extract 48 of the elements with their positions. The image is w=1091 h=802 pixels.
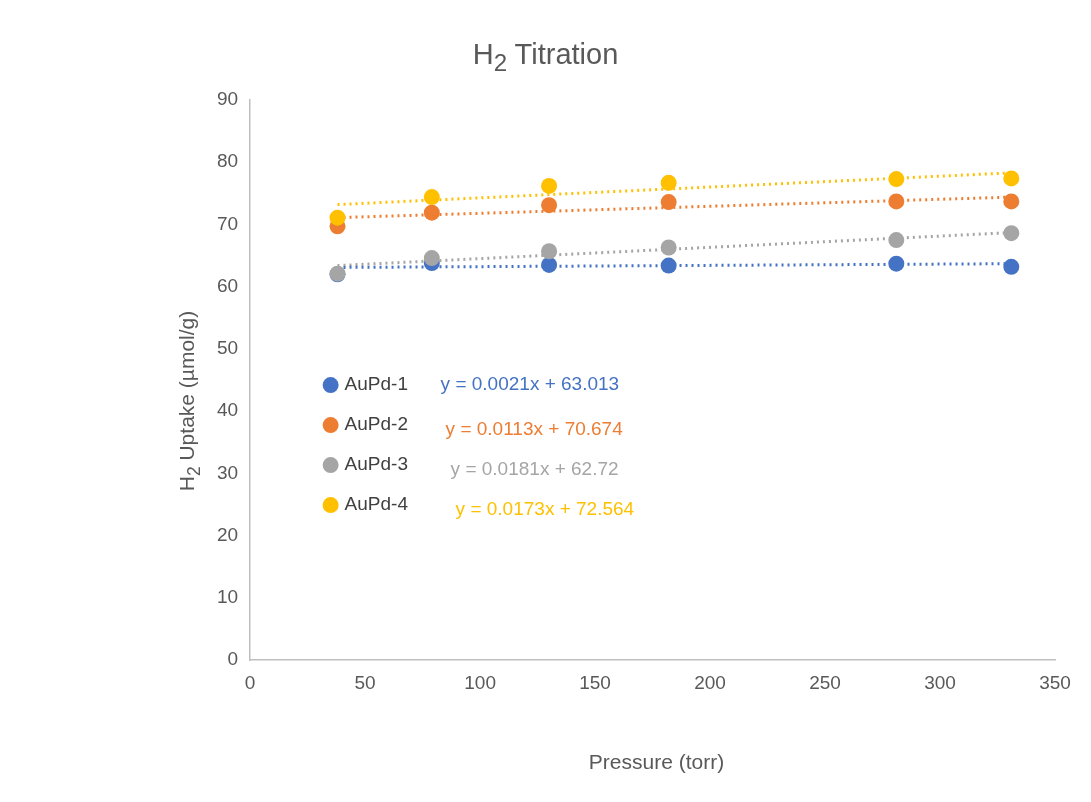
point [660, 174, 677, 191]
point [1003, 170, 1020, 187]
chart-title: H$_{2}$ Titration [471, 38, 620, 77]
point [541, 177, 558, 194]
y-tick-label: 0 [227, 648, 239, 670]
x-tick-label: 350 [1039, 671, 1071, 693]
y-tick-label: 70 [216, 212, 239, 234]
point [541, 243, 558, 260]
y-tick-label: 90 [216, 88, 239, 110]
legend-label: AuPd-2 [344, 413, 408, 435]
point [1003, 225, 1020, 242]
x-tick-label: 0 [244, 671, 256, 693]
x-tick-label: 250 [809, 671, 841, 693]
x-tick-label: 200 [694, 671, 726, 693]
point [541, 197, 558, 214]
annotation: y = 0.0173x + 72.564 [455, 498, 635, 520]
legend-label: AuPd-1 [344, 373, 408, 395]
point [329, 209, 346, 226]
point [660, 239, 677, 256]
x-tick-label: 300 [924, 671, 956, 693]
point [1003, 258, 1020, 275]
annotation: y = 0.0181x + 62.72 [450, 458, 619, 480]
point [888, 193, 905, 210]
annotation: y = 0.0021x + 63.013 [440, 373, 620, 395]
y-tick-label: 40 [216, 399, 239, 421]
y-tick-label: 30 [216, 461, 239, 483]
point [660, 257, 677, 274]
point [423, 250, 440, 267]
annotation: y = 0.0113x + 70.674 [445, 418, 624, 440]
x-tick-label: 150 [579, 671, 611, 693]
y-tick-label: 60 [216, 274, 239, 296]
point [541, 256, 558, 273]
y-tick-label: 20 [216, 523, 239, 545]
point [1003, 193, 1020, 210]
point [423, 204, 440, 221]
point [888, 232, 905, 249]
y-tick-label: 50 [216, 337, 239, 359]
legend-label: AuPd-3 [344, 453, 408, 475]
point [888, 255, 905, 272]
y-tick-label: 80 [216, 150, 239, 172]
x-tick-label: 100 [464, 671, 496, 693]
point [423, 189, 440, 206]
point [888, 171, 905, 188]
legend-label: AuPd-4 [344, 493, 409, 515]
x-tick-label: 50 [354, 671, 376, 693]
y-tick-label: 10 [216, 586, 239, 608]
point [660, 194, 677, 211]
x-axis-title: Pressure (torr) [587, 750, 726, 774]
